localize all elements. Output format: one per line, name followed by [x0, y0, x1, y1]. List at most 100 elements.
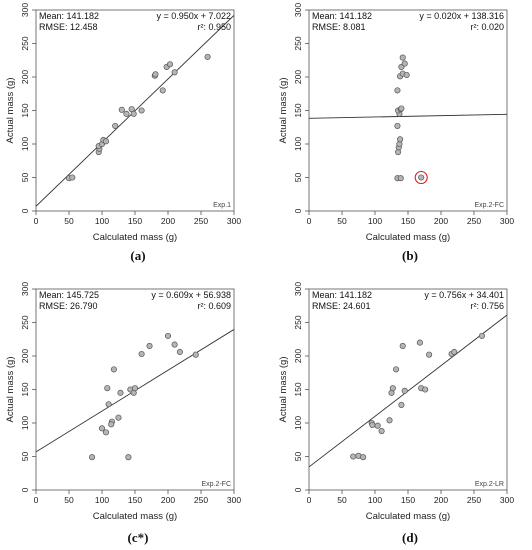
x-tick-label: 50 — [64, 216, 74, 226]
x-axis-title: Calculated mass (g) — [366, 511, 450, 522]
panel-label: (c*) — [128, 530, 149, 545]
y-tick-label: 100 — [20, 416, 30, 430]
stat-rmse: RMSE: 8.081 — [312, 22, 366, 32]
stat-rmse: RMSE: 24.601 — [312, 301, 371, 311]
x-tick-label: 0 — [34, 216, 39, 226]
data-point — [397, 136, 404, 143]
data-point — [374, 422, 381, 429]
y-axis-title: Actual mass (g) — [5, 357, 16, 423]
y-tick-label: 250 — [20, 315, 30, 329]
y-tick-label: 0 — [293, 487, 303, 492]
y-tick-label: 100 — [293, 137, 303, 151]
regression-line — [36, 15, 234, 207]
stat-equation: y = 0.756x + 34.401 — [424, 290, 504, 300]
stat-r-squared: r²: 0.756 — [470, 301, 504, 311]
data-point — [130, 110, 137, 117]
x-tick-label: 250 — [467, 216, 481, 226]
y-tick-label: 200 — [293, 349, 303, 363]
x-tick-label: 50 — [64, 495, 74, 505]
y-tick-label: 50 — [293, 452, 303, 462]
experiment-tag: Exp.1 — [213, 202, 231, 209]
data-point — [112, 122, 119, 129]
panel-label: (a) — [130, 248, 145, 263]
x-tick-label: 300 — [227, 495, 241, 505]
y-tick-label: 0 — [20, 487, 30, 492]
scatter-panel-2: 00 50 50 100 100 150 150 200 200 250 250 300 300 Calc… — [278, 3, 514, 263]
scatter-panel-3: 00 50 50 100 100 150 150 200 200 250 250 300 300 Calc… — [5, 282, 241, 545]
data-point — [110, 366, 117, 373]
data-point — [422, 386, 429, 393]
x-tick-label: 50 — [337, 216, 347, 226]
data-point — [125, 454, 132, 461]
panel-label: (d) — [402, 530, 418, 545]
y-tick-label: 100 — [20, 137, 30, 151]
data-point — [369, 421, 376, 429]
x-tick-label: 0 — [307, 216, 312, 226]
y-tick-label: 0 — [20, 208, 30, 213]
x-tick-label: 200 — [434, 216, 448, 226]
data-point — [360, 454, 367, 461]
x-tick-label: 150 — [128, 216, 142, 226]
scatter-panel-1: 00 50 50 100 100 150 150 200 200 250 250 300 300 Calc… — [5, 3, 241, 263]
y-tick-label: 300 — [293, 282, 303, 296]
y-tick-label: 150 — [20, 382, 30, 396]
x-tick-label: 150 — [401, 495, 415, 505]
stat-mean: Mean: 145.725 — [39, 290, 99, 300]
data-point — [69, 174, 76, 181]
data-point — [171, 341, 178, 348]
x-tick-label: 0 — [307, 495, 312, 505]
data-point — [131, 385, 139, 392]
y-axis-title: Actual mass (g) — [278, 78, 289, 144]
x-tick-label: 100 — [368, 495, 382, 505]
y-tick-label: 0 — [293, 208, 303, 213]
y-axis-title: Actual mass (g) — [5, 78, 16, 144]
data-point — [117, 389, 124, 396]
stat-r-squared: r²: 0.020 — [470, 22, 504, 32]
y-tick-label: 200 — [293, 70, 303, 84]
data-point — [394, 122, 401, 129]
x-tick-label: 100 — [95, 216, 109, 226]
data-point — [393, 366, 400, 373]
x-tick-label: 200 — [161, 495, 175, 505]
x-axis-title: Calculated mass (g) — [93, 511, 177, 522]
data-point — [115, 414, 122, 421]
data-point — [164, 332, 172, 339]
data-point — [108, 421, 115, 428]
data-point — [397, 175, 404, 182]
data-point — [123, 110, 130, 117]
x-tick-label: 300 — [227, 216, 241, 226]
stat-equation: y = 0.020x + 138.316 — [419, 11, 504, 21]
plot-frame — [308, 9, 508, 212]
data-point — [418, 174, 425, 181]
data-point — [399, 54, 406, 61]
data-point — [401, 387, 408, 394]
data-point — [403, 71, 410, 79]
outlier-highlight-circle — [414, 170, 428, 185]
data-point — [104, 385, 111, 392]
data-point — [416, 339, 423, 346]
y-tick-label: 200 — [20, 70, 30, 84]
x-tick-label: 100 — [368, 216, 382, 226]
y-tick-label: 250 — [293, 36, 303, 50]
data-point — [89, 454, 96, 461]
data-point — [102, 138, 110, 145]
x-tick-label: 300 — [500, 216, 514, 226]
y-tick-label: 100 — [293, 416, 303, 430]
data-point — [398, 105, 405, 112]
stat-mean: Mean: 141.182 — [312, 11, 372, 21]
stat-r-squared: r²: 0.609 — [197, 301, 231, 311]
y-tick-label: 300 — [20, 282, 30, 296]
data-point — [386, 417, 393, 424]
stat-rmse: RMSE: 26.790 — [39, 301, 98, 311]
panel-label: (b) — [402, 248, 418, 263]
stat-equation: y = 0.950x + 7.022 — [156, 11, 231, 21]
y-tick-label: 150 — [20, 103, 30, 117]
stat-rmse: RMSE: 12.458 — [39, 22, 98, 32]
data-point — [166, 61, 174, 68]
x-tick-label: 100 — [95, 495, 109, 505]
data-point — [192, 351, 199, 358]
data-point — [399, 342, 406, 350]
data-point — [204, 53, 211, 60]
data-point — [105, 401, 112, 408]
